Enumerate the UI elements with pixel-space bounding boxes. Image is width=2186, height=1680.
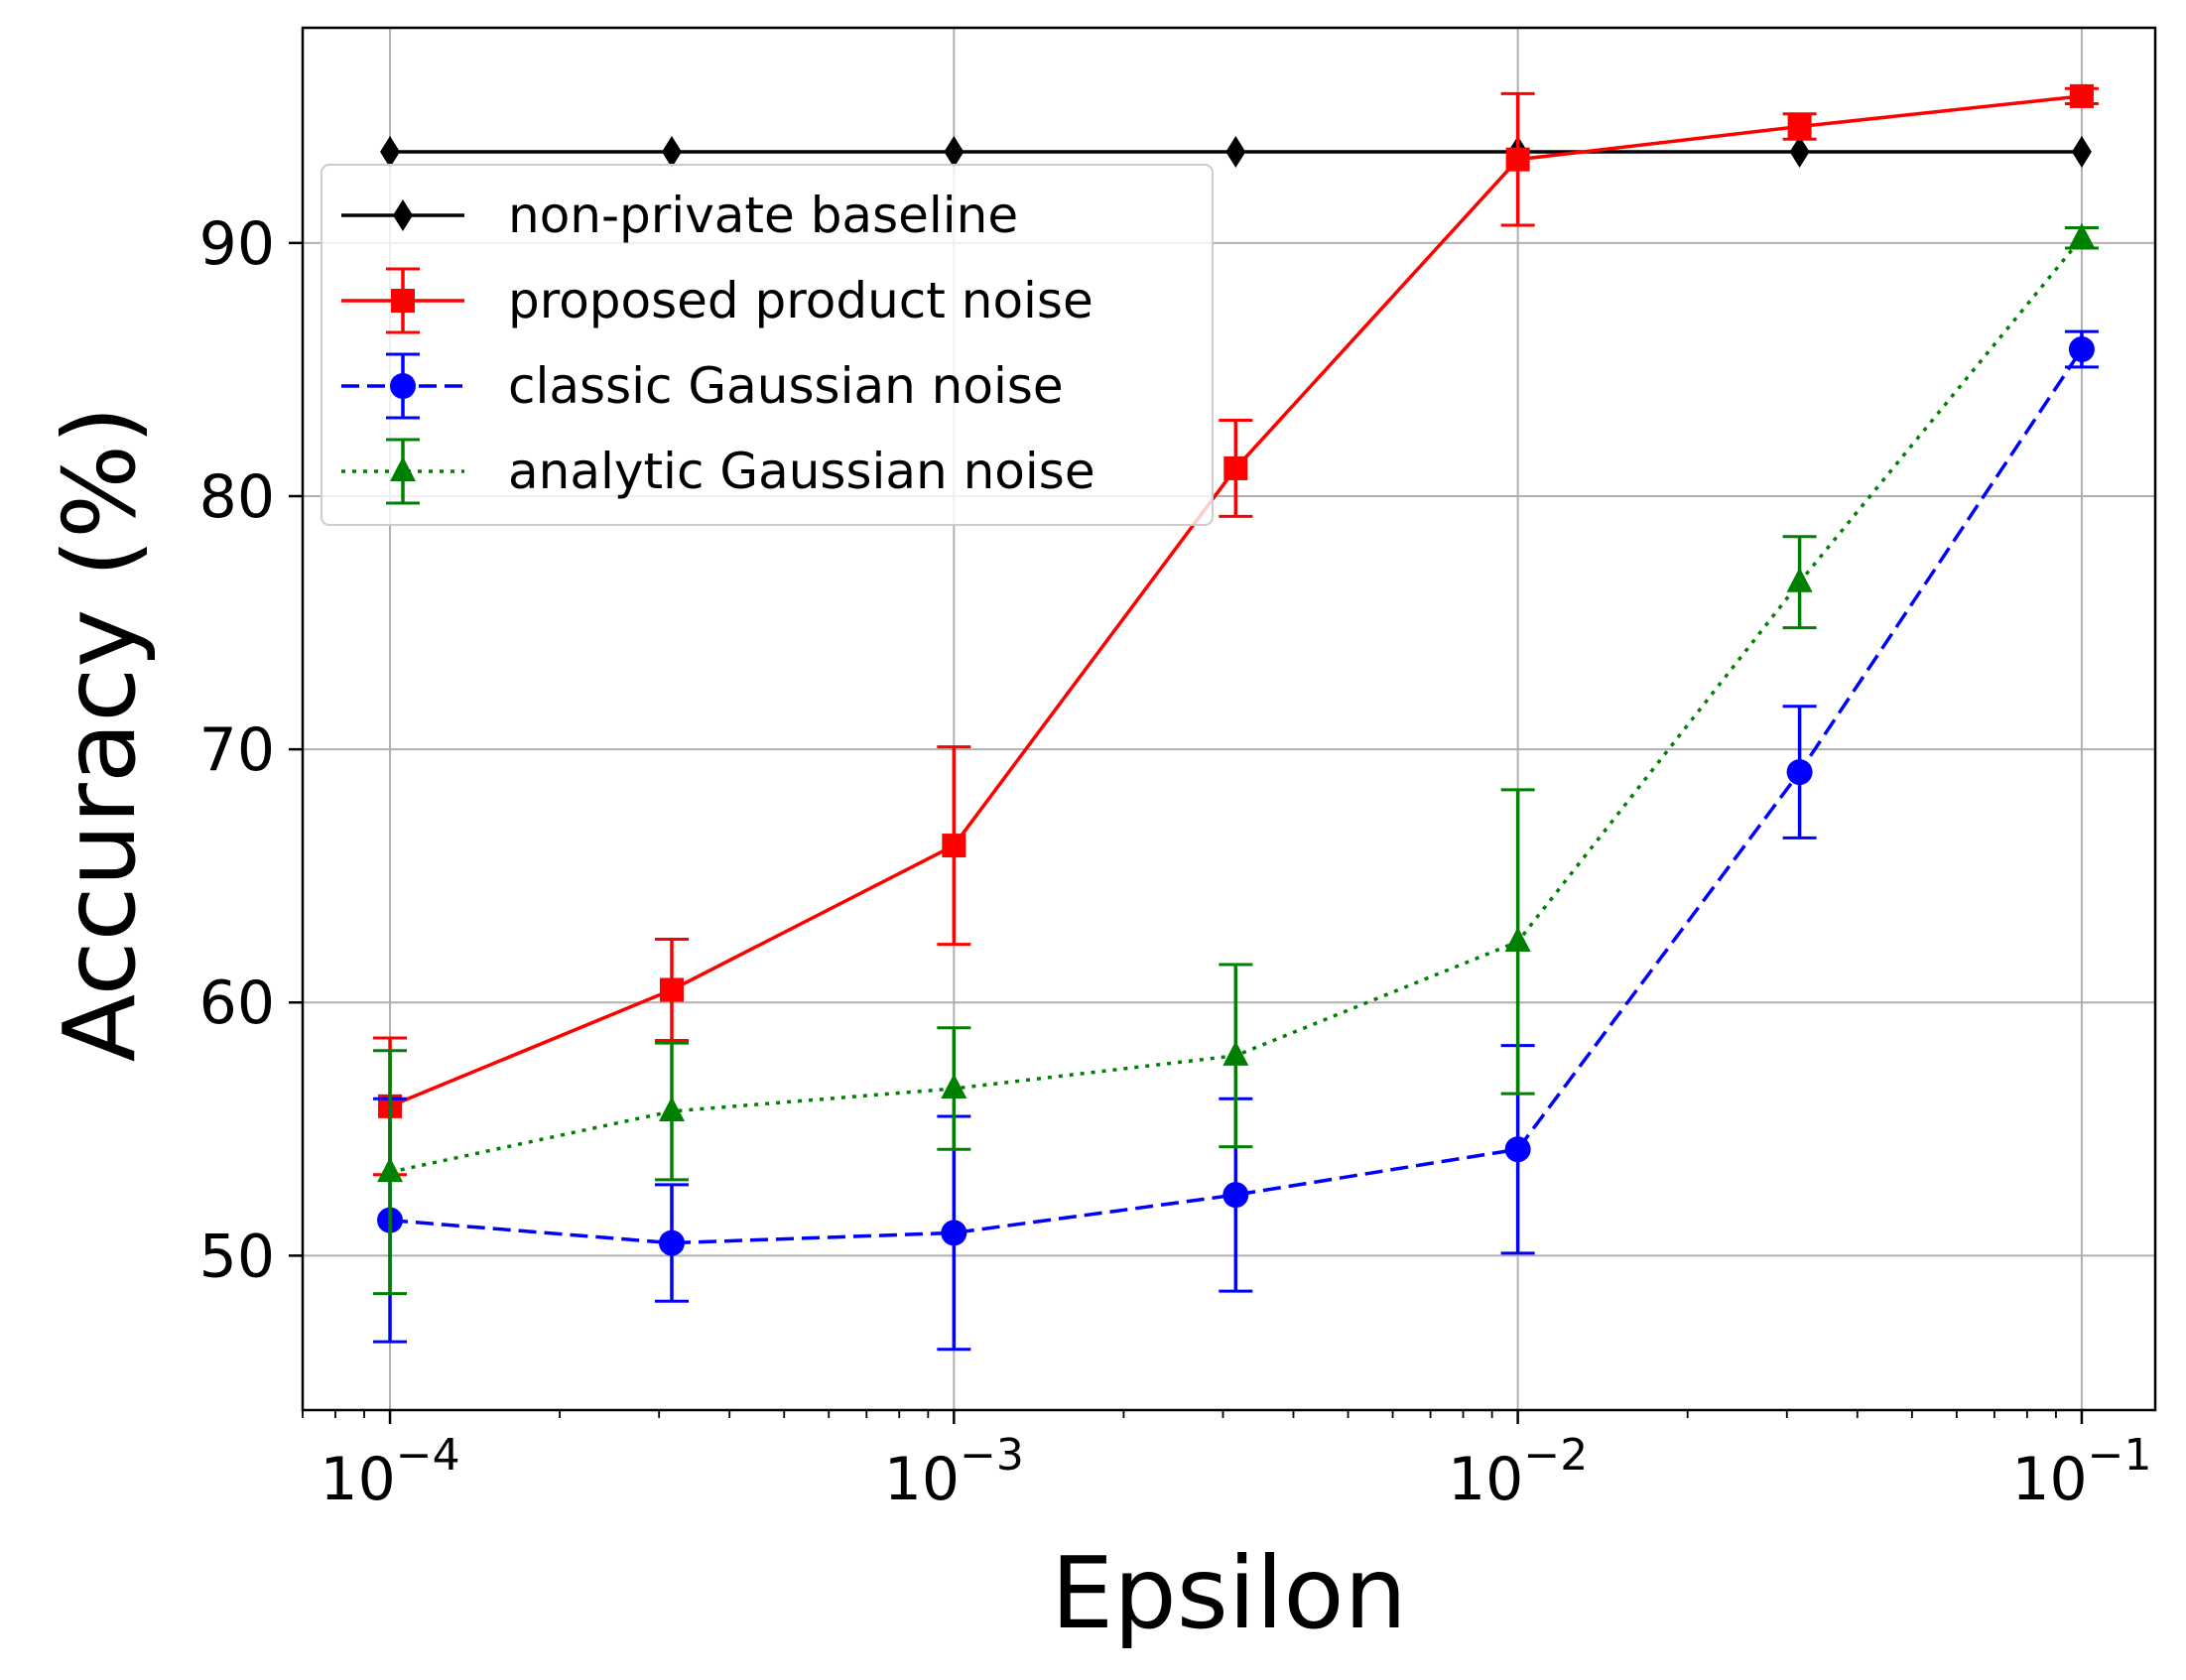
data-point [377,1157,404,1183]
legend-marker [390,373,416,399]
legend-marker [391,289,415,313]
series-non-private-baseline [380,136,2092,169]
data-point [1505,147,1530,172]
plot-frame [301,26,2157,1412]
legend-marker [393,199,413,231]
data-point [662,136,683,169]
data-point [659,1229,686,1256]
data-point [2068,336,2095,363]
legend-label: analytic Gaussian noise [508,443,1095,500]
x-tick-label: 10−3 [884,1430,1024,1514]
data-point [1222,1040,1249,1066]
x-tick-label: 10−4 [320,1430,459,1514]
y-tick-label: 60 [199,969,275,1038]
data-point [659,1096,686,1121]
data-point [1786,567,1813,592]
data-point [1504,1136,1531,1163]
legend-item: classic Gaussian noise [341,352,1064,420]
series-layer [373,83,2099,1352]
ticks: 10−4 10−3 10−2 10−1 50 60 70 80 90 [199,209,2152,1514]
data-point [941,1220,967,1246]
data-point [2071,136,2092,169]
data-point [1786,759,1813,786]
data-point [380,136,401,169]
data-point [2069,83,2094,108]
x-axis-title: Epsilon [1051,1535,1407,1651]
y-tick-label: 80 [199,462,275,532]
series-analytic-Gaussian-noise [373,222,2099,1296]
data-point [1225,136,1246,169]
legend: non-private baseline proposed product noi… [321,164,1214,526]
data-point [942,834,966,858]
x-tick-label: 10−1 [2011,1430,2151,1514]
data-point [1789,136,1810,169]
legend-box [321,164,1214,526]
data-point [944,136,964,169]
y-tick-label: 50 [199,1222,275,1291]
data-point [660,977,685,1002]
legend-marker [390,456,416,481]
legend-item: proposed product noise [341,267,1093,334]
legend-label: classic Gaussian noise [508,357,1064,415]
data-point [2068,222,2095,248]
x-tick-label: 10−2 [1448,1430,1588,1514]
y-tick-label: 70 [199,715,275,785]
legend-label: non-private baseline [508,187,1018,244]
data-point [1787,114,1812,139]
legend-item: non-private baseline [341,187,1018,244]
y-axis-title: Accuracy (%) [42,406,158,1062]
data-point [1504,927,1531,953]
data-point [1222,1182,1249,1209]
legend-item: analytic Gaussian noise [341,438,1095,505]
legend-label: proposed product noise [508,272,1093,329]
y-tick-label: 90 [199,209,275,279]
data-point [1223,455,1248,480]
data-point [941,1073,967,1098]
